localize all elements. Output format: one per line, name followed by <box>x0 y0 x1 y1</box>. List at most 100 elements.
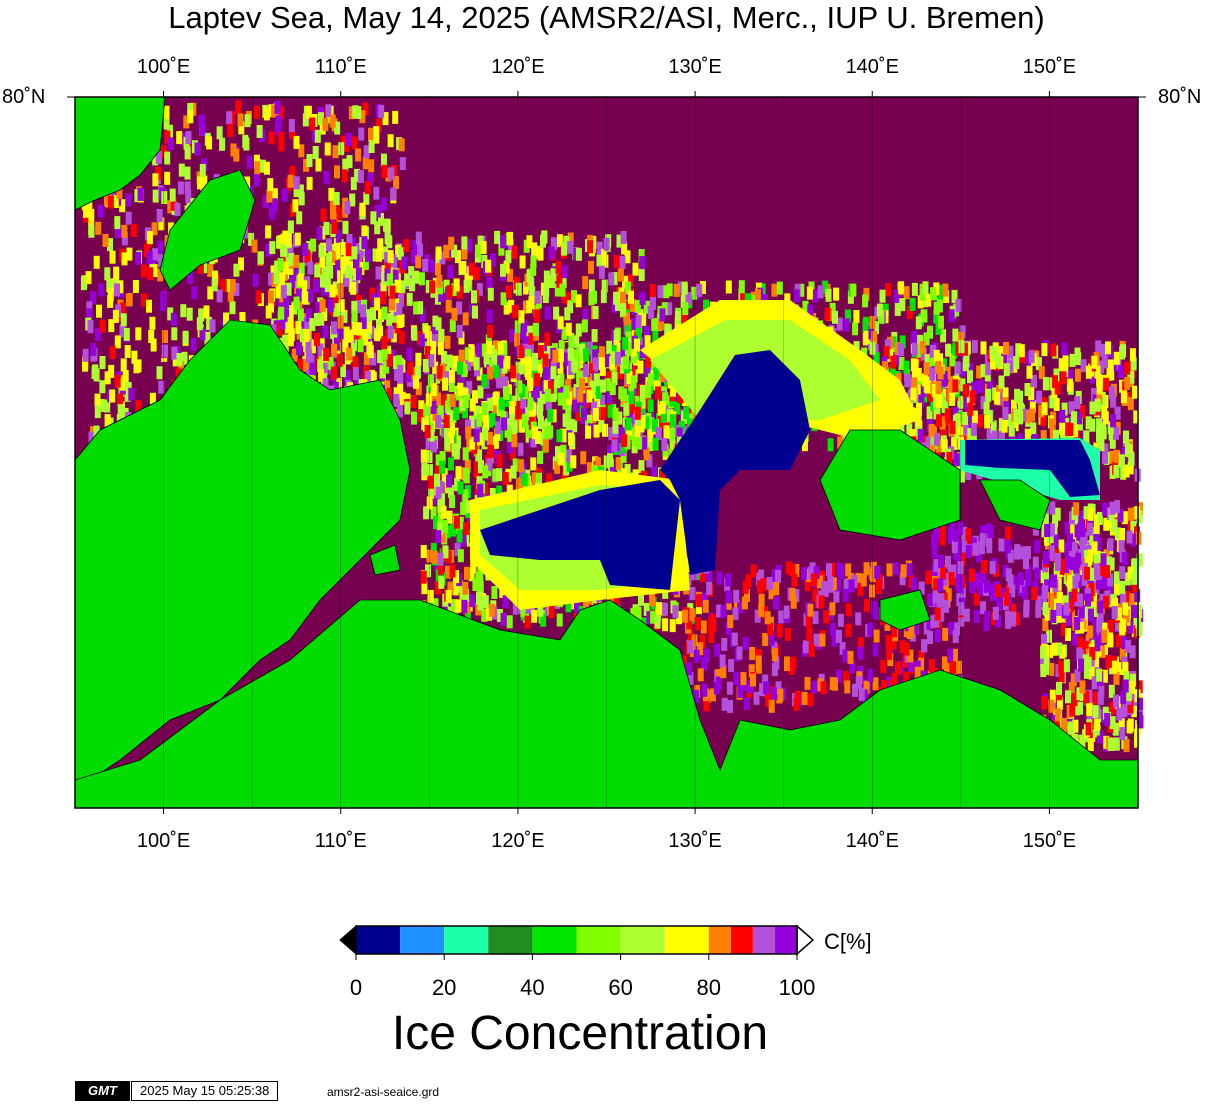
ice-cell <box>423 403 430 417</box>
ice-cell <box>955 540 962 554</box>
ice-cell <box>808 566 815 580</box>
ice-cell <box>114 216 121 230</box>
ice-cell <box>483 417 490 431</box>
ice-cell <box>544 332 551 346</box>
ice-cell <box>776 624 783 638</box>
ice-cell <box>382 112 389 126</box>
ice-cell <box>681 310 688 324</box>
ice-cell <box>1097 691 1104 705</box>
ice-cell <box>389 285 396 299</box>
ice-cell <box>1065 690 1071 704</box>
ice-cell <box>1064 521 1071 535</box>
ice-cell <box>437 405 444 419</box>
ice-cell <box>967 428 974 442</box>
ice-cell <box>932 590 939 604</box>
ice-cell <box>500 263 507 277</box>
ice-cell <box>314 332 320 346</box>
ice-cell <box>550 409 557 423</box>
ice-cell <box>771 568 778 582</box>
ice-cell <box>315 158 322 172</box>
ice-cell <box>543 270 550 284</box>
ice-cell <box>163 105 170 119</box>
ice-cell <box>1074 567 1081 581</box>
ice-cell <box>583 596 590 610</box>
ice-cell <box>1131 385 1138 399</box>
ice-cell <box>537 404 543 418</box>
ice-cell <box>669 619 676 633</box>
ice-cell <box>643 602 650 616</box>
ice-cell <box>405 369 412 383</box>
ice-cell <box>863 562 870 576</box>
ice-cell <box>758 569 765 583</box>
ice-cell <box>1058 660 1065 674</box>
ice-cell <box>246 155 253 169</box>
ice-cell <box>162 330 168 344</box>
ice-cell <box>373 130 380 144</box>
ice-cell <box>525 407 532 421</box>
ice-cell <box>93 368 100 382</box>
ice-cell <box>257 251 264 265</box>
ice-cell <box>898 281 905 295</box>
ice-cell <box>451 443 458 457</box>
ice-cell <box>502 376 509 390</box>
ice-cell <box>512 601 519 615</box>
ice-cell <box>762 674 769 688</box>
ice-cell <box>971 410 978 424</box>
ice-cell <box>229 279 236 292</box>
ice-cell <box>98 283 105 297</box>
ice-cell <box>770 687 777 701</box>
ice-cell <box>1003 342 1009 355</box>
ice-cell <box>759 683 766 697</box>
ice-cell <box>558 452 565 466</box>
ice-cell <box>351 310 358 324</box>
ice-cell <box>1087 625 1094 639</box>
ice-cell <box>244 114 251 128</box>
ice-cell <box>460 502 467 515</box>
ice-cell <box>366 309 373 323</box>
ice-cell <box>424 425 431 438</box>
ice-cell <box>441 468 448 482</box>
ice-cell <box>1124 361 1131 375</box>
ice-cell <box>932 395 939 408</box>
ice-cell <box>890 636 897 650</box>
ice-cell <box>461 246 468 260</box>
ice-cell <box>842 649 849 663</box>
ice-cell <box>940 329 947 343</box>
ice-cell <box>453 278 460 292</box>
ice-cell <box>983 401 990 415</box>
ice-cell <box>463 279 470 293</box>
ice-cell <box>621 388 628 402</box>
ice-cell <box>1068 682 1075 695</box>
ice-cell <box>1004 592 1010 606</box>
ice-cell <box>621 241 628 255</box>
ice-cell <box>269 206 275 220</box>
ice-cell <box>910 331 917 344</box>
ice-cell <box>1000 587 1007 601</box>
ice-cell <box>1067 721 1074 735</box>
ice-cell <box>611 372 618 386</box>
ice-cell <box>1074 396 1081 410</box>
ice-cell <box>423 506 430 520</box>
ice-cell <box>469 436 476 450</box>
ice-cell <box>114 335 121 349</box>
ice-cell <box>1095 340 1102 354</box>
ice-cell <box>542 439 549 453</box>
ice-cell <box>603 354 610 368</box>
ice-cell <box>1126 530 1133 544</box>
ice-cell <box>413 301 420 315</box>
ice-cell <box>120 358 127 372</box>
ice-cell <box>1004 526 1011 540</box>
ice-cell <box>639 395 646 409</box>
ice-cell <box>903 642 910 656</box>
ice-cell <box>1122 679 1129 693</box>
ice-cell <box>955 553 962 567</box>
ice-cell <box>426 464 433 478</box>
ice-cell <box>502 595 509 609</box>
ice-cell <box>365 249 371 262</box>
ice-cell <box>376 318 382 332</box>
ice-cell <box>1074 515 1081 529</box>
ice-cell <box>1094 398 1101 412</box>
ice-cell <box>863 680 870 694</box>
ice-cell <box>1060 371 1067 385</box>
ice-cell <box>1062 595 1069 609</box>
